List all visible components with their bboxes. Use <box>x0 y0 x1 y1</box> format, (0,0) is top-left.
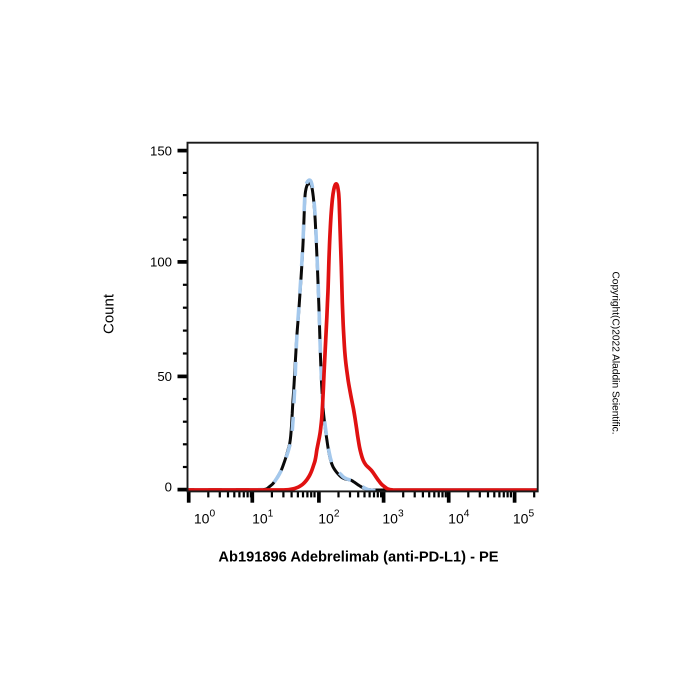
svg-text:Copyright(C)2022 Aladdin Scien: Copyright(C)2022 Aladdin Scientific. <box>610 271 621 434</box>
svg-text:50: 50 <box>157 369 172 384</box>
svg-text:100: 100 <box>150 255 172 270</box>
svg-text:Count: Count <box>101 293 118 334</box>
svg-text:0: 0 <box>165 479 172 494</box>
svg-text:150: 150 <box>150 143 172 158</box>
svg-text:Ab191896 Adebrelimab (anti-PD-: Ab191896 Adebrelimab (anti-PD-L1) - PE <box>218 550 498 566</box>
